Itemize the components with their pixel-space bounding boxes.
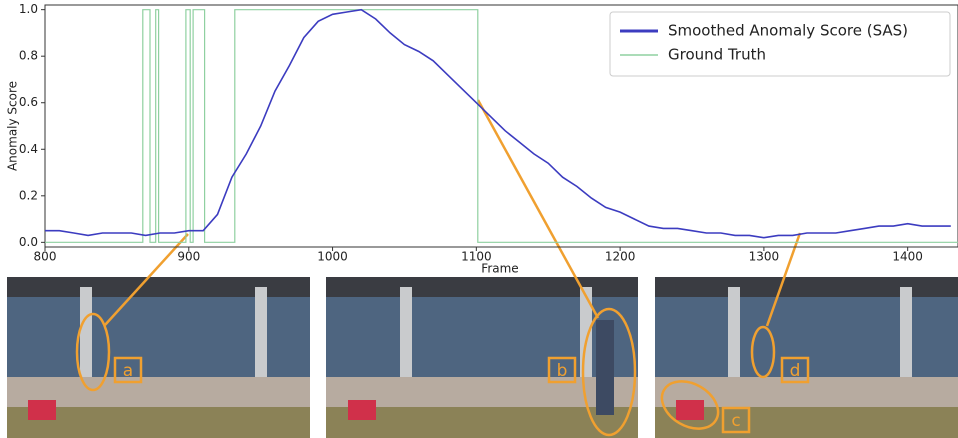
y-tick-label: 1.0 [19, 2, 38, 16]
annotation-label: a [123, 361, 133, 381]
x-tick-label: 800 [34, 250, 57, 264]
photo [326, 277, 638, 438]
annotation-label: b [557, 361, 568, 381]
y-tick-label: 0.6 [19, 95, 38, 109]
annotation-label: c [731, 411, 740, 431]
y-tick-label: 0.8 [19, 49, 38, 63]
x-tick-label: 900 [177, 250, 200, 264]
legend-label: Ground Truth [668, 46, 766, 64]
x-tick-label: 1300 [749, 250, 780, 264]
x-tick-label: 1100 [461, 250, 492, 264]
x-tick-label: 1400 [892, 250, 923, 264]
legend-label: Smoothed Anomaly Score (SAS) [668, 22, 908, 40]
x-tick-label: 1200 [605, 250, 636, 264]
y-tick-label: 0.4 [19, 142, 38, 156]
figure: a b c d Frame Anomaly Score 0.0 0.2 0.4 0.6… [0, 0, 958, 438]
y-tick-label: 0.2 [19, 188, 38, 202]
y-axis-label: Anomaly Score [6, 81, 20, 171]
photo [7, 277, 310, 438]
page: {"chart_data": {"type": "line", "xlabel"… [0, 0, 958, 438]
x-tick-label: 1000 [317, 250, 348, 264]
x-axis-label: Frame [481, 262, 518, 276]
annotation-label: d [790, 361, 801, 381]
y-tick-label: 0.0 [19, 235, 38, 249]
